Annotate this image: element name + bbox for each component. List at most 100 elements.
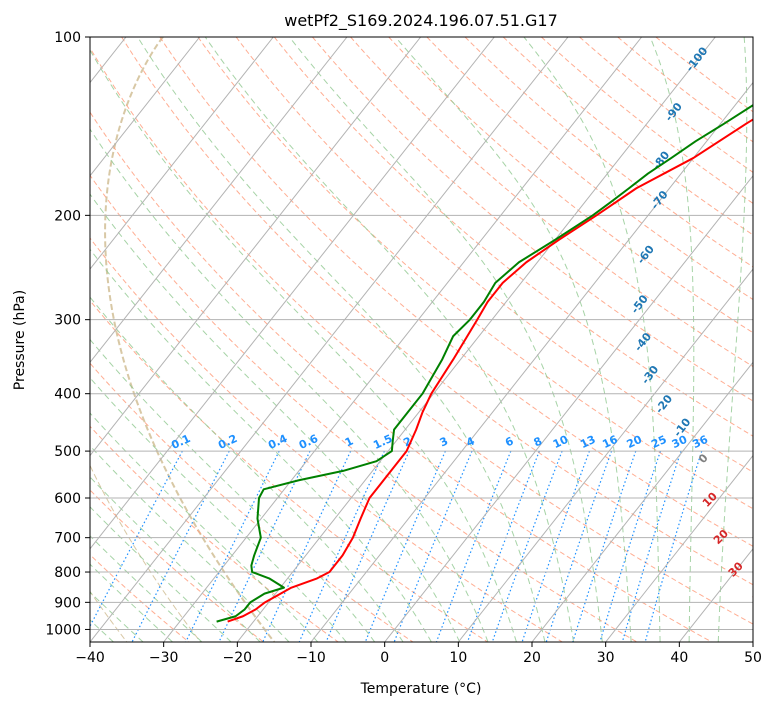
x-tick-label: −10	[296, 650, 326, 666]
x-tick-label: 40	[670, 650, 688, 666]
moist-adiabat-line	[288, 37, 603, 642]
x-tick-label: 30	[597, 650, 615, 666]
mixing-ratio-label: 25	[649, 433, 668, 451]
isotherm-line	[457, 268, 753, 642]
dry-adiabat-line	[273, 37, 753, 437]
mixing-ratio-line	[521, 450, 590, 642]
x-tick-label: −20	[223, 650, 253, 666]
mixing-ratio-line	[599, 450, 662, 642]
moist-adiabat-line	[90, 535, 203, 642]
chart-title: wetPf2_S169.2024.196.07.51.G17	[284, 11, 558, 31]
moist-adiabat-line	[90, 445, 290, 642]
dry-adiabat-line	[197, 37, 753, 510]
mixing-ratio-line	[185, 450, 280, 642]
y-tick-label: 200	[54, 208, 81, 224]
mixing-ratio-label: 36	[691, 433, 711, 451]
moist-adiabat-line	[90, 591, 144, 642]
mixing-ratio-lines	[90, 450, 703, 642]
mixing-ratio-line	[262, 450, 352, 642]
x-tick-label: 10	[449, 650, 467, 666]
dry-adiabat-line	[617, 37, 753, 143]
plot-frame	[89, 36, 754, 643]
moist-adiabat-line	[90, 49, 517, 642]
y-tick-label: 500	[54, 444, 81, 460]
mixing-ratio-line	[644, 450, 703, 642]
moist-adiabat-line	[204, 37, 575, 642]
moist-adiabat-line	[717, 37, 748, 642]
x-tick-label: −40	[75, 650, 105, 666]
isotherm-line	[90, 37, 348, 364]
y-tick-label: 1000	[45, 622, 81, 638]
isotherm-line	[90, 37, 495, 550]
dry-adiabat-line	[235, 37, 753, 473]
moist-adiabat-line	[90, 193, 461, 642]
x-tick-label: −30	[149, 650, 179, 666]
isotherm-grid	[90, 37, 753, 642]
dry-adiabat-line	[159, 37, 753, 547]
dewpoint-profile-line	[216, 104, 753, 623]
y-tick-label: 600	[54, 491, 81, 507]
moist-adiabat-line	[90, 563, 173, 642]
moist-adiabat-line	[137, 37, 546, 642]
y-tick-label: 800	[54, 565, 81, 581]
dry-adiabat-line	[90, 237, 563, 642]
y-axis-ticks: 100 200 300 400 500 600 700 800 900 1000	[45, 30, 90, 638]
isotherm-line	[90, 37, 201, 177]
mixing-ratio-line	[572, 450, 637, 642]
dry-adiabat-line	[90, 174, 638, 642]
temperature-profile-line	[227, 118, 753, 623]
dry-adiabat-line	[90, 299, 488, 642]
moist-adiabat-line	[90, 476, 261, 642]
moist-adiabats	[90, 37, 748, 642]
moist-adiabat-line	[90, 506, 232, 642]
lcl-curve-line	[104, 37, 275, 642]
lcl-curves	[90, 37, 275, 642]
dry-adiabat-line	[579, 37, 753, 173]
mixing-ratio-label: 13	[578, 433, 597, 451]
pressure-grid	[90, 37, 753, 630]
isotherm-line	[384, 174, 753, 642]
dry-adiabat-line	[121, 37, 753, 586]
moist-adiabat-line	[90, 412, 319, 642]
moist-adiabat-line	[90, 128, 489, 642]
x-axis-label: Temperature (°C)	[360, 681, 482, 697]
dry-adiabat-line	[90, 111, 712, 642]
warm-adiabat-label: 40	[748, 587, 768, 607]
mixing-ratio-line	[298, 450, 385, 642]
isotherm-line	[90, 37, 422, 457]
moist-adiabat-line	[649, 37, 695, 642]
isotherm-line	[236, 37, 716, 642]
isotherm-line	[310, 81, 753, 642]
lcl-curve-line	[90, 464, 201, 642]
isotherm-line	[531, 361, 753, 642]
mixing-ratio-line	[621, 450, 682, 642]
sounding-series	[216, 104, 753, 623]
y-tick-label: 400	[54, 387, 81, 403]
mixing-ratio-line	[364, 450, 446, 642]
x-tick-label: 50	[744, 650, 762, 666]
plot-area: 0.1 0.2 0.4 0.6 1 1.5 2 3 4 6 8 10 13 16 20 25 30 36-100-…	[90, 37, 768, 642]
mixing-ratio-label: 10	[551, 433, 571, 451]
mixing-ratio-label: 30	[670, 433, 690, 451]
moist-adiabat-line	[90, 338, 376, 642]
x-tick-label: 0	[380, 650, 389, 666]
dry-adiabat-line	[350, 37, 753, 368]
mixing-ratio-line	[90, 450, 183, 628]
dry-adiabat-line	[426, 37, 753, 301]
isotherm-line	[90, 37, 569, 642]
y-axis-label: Pressure (hPa)	[12, 290, 28, 390]
moist-adiabat-line	[90, 248, 432, 642]
x-axis-ticks: −40 −30 −20 −10 0 10 20 30 40 50	[75, 642, 762, 666]
y-tick-label: 700	[54, 531, 81, 547]
dry-adiabat-line	[90, 489, 264, 642]
y-tick-label: 300	[54, 313, 81, 329]
mixing-ratio-line	[218, 450, 311, 642]
moist-adiabat-line	[523, 37, 661, 642]
x-tick-label: 20	[523, 650, 541, 666]
dry-adiabat-line	[90, 47, 753, 625]
dry-adiabat-line	[502, 37, 753, 236]
mixing-ratio-line	[325, 450, 410, 642]
mixing-ratio-label: 20	[625, 433, 645, 451]
